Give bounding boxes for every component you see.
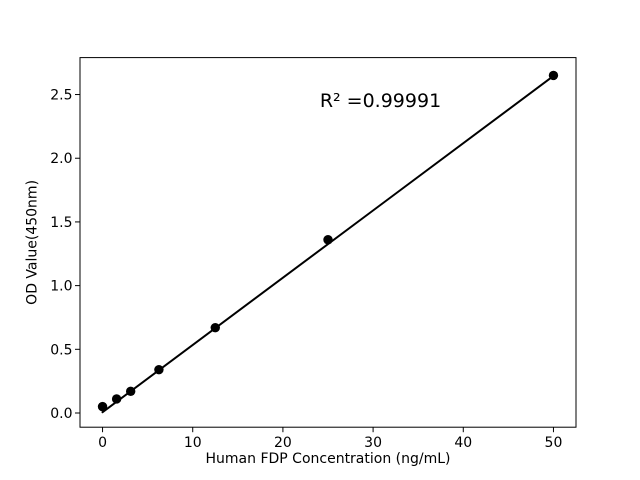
- r-squared-annotation: R² =0.99991: [320, 90, 441, 112]
- y-axis-ticks: 0.0 0.5 1.0 1.5 2.0 2.5: [50, 88, 80, 422]
- data-point: [323, 235, 333, 245]
- y-tick-label: 1.5: [50, 215, 72, 231]
- x-tick-label: 40: [454, 435, 472, 451]
- x-tick-label: 10: [184, 435, 202, 451]
- x-tick-label: 30: [364, 435, 382, 451]
- data-point: [548, 70, 559, 81]
- y-tick-label: 2.0: [50, 151, 72, 167]
- y-axis-label: OD Value(450nm): [25, 180, 41, 305]
- data-point: [111, 394, 122, 404]
- y-tick-label: 0.5: [50, 342, 72, 358]
- x-tick-label: 20: [274, 435, 292, 451]
- data-point: [97, 401, 108, 412]
- data-point: [125, 386, 136, 397]
- data-point: [154, 364, 164, 375]
- x-tick-label: 50: [545, 435, 563, 451]
- y-tick-label: 2.5: [50, 88, 72, 104]
- y-tick-label: 0.0: [50, 406, 72, 422]
- data-point: [210, 322, 220, 333]
- data-series: [97, 70, 559, 414]
- x-axis-ticks: 0 10 20 30 40 50: [98, 427, 562, 451]
- y-tick-label: 1.0: [50, 279, 72, 295]
- x-tick-label: 0: [98, 435, 107, 451]
- x-axis-label: Human FDP Concentration (ng/mL): [206, 451, 451, 467]
